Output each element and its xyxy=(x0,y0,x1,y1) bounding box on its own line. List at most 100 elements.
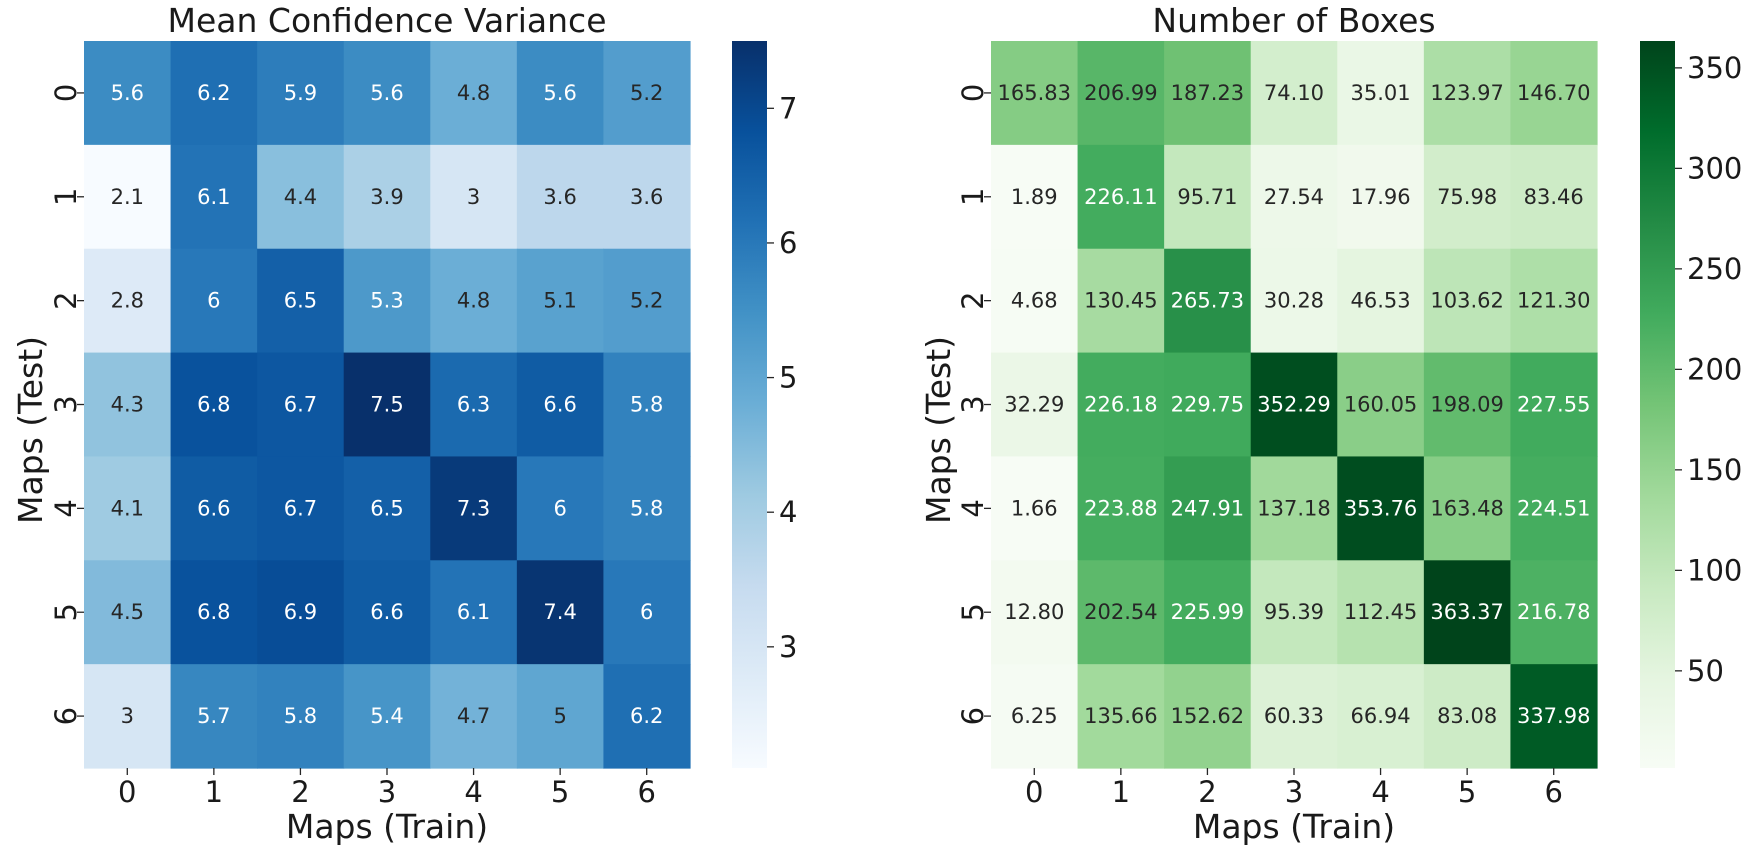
cell-value-label: 227.55 xyxy=(1517,393,1590,417)
cell-value-label: 5.4 xyxy=(370,704,403,728)
y-axis-label: Maps (Test) xyxy=(919,336,958,524)
cell-value-label: 30.28 xyxy=(1264,289,1324,313)
heatmap-cell xyxy=(1164,41,1252,146)
colorbar-tick-label: 250 xyxy=(1687,252,1742,286)
colorbar-tick-label: 3 xyxy=(779,630,797,664)
x-tick-label: 0 xyxy=(1025,775,1043,809)
x-tick-label: 1 xyxy=(205,775,223,809)
cell-value-label: 353.76 xyxy=(1344,496,1417,520)
y-tick-label: 3 xyxy=(956,395,990,413)
heatmap-cell xyxy=(343,144,431,250)
cell-value-label: 95.71 xyxy=(1177,185,1237,209)
cell-value-label: 3 xyxy=(121,704,134,728)
cell-value-label: 6.5 xyxy=(284,289,317,313)
cell-value-label: 5.2 xyxy=(630,81,663,105)
x-tick-label: 2 xyxy=(291,775,309,809)
cell-value-label: 7.4 xyxy=(543,600,576,624)
y-tick-label: 0 xyxy=(49,84,83,102)
heatmap-cell xyxy=(257,560,345,665)
x-axis-label: Maps (Train) xyxy=(286,807,488,846)
heatmap-cell xyxy=(516,248,605,354)
cell-value-label: 5.6 xyxy=(543,81,576,105)
x-tick-label: 3 xyxy=(378,775,396,809)
cell-value-label: 224.51 xyxy=(1517,496,1590,520)
heatmap-cell xyxy=(1337,352,1425,458)
cell-value-label: 187.23 xyxy=(1171,81,1244,105)
colorbar-tick-label: 200 xyxy=(1687,352,1742,386)
cell-value-label: 163.48 xyxy=(1430,496,1503,520)
y-tick-label: 6 xyxy=(49,707,83,725)
heatmap-cell xyxy=(516,560,605,665)
heatmap-cell xyxy=(1250,41,1338,146)
cell-value-label: 223.88 xyxy=(1084,496,1157,520)
cell-value-label: 6.25 xyxy=(1011,704,1058,728)
colorbar-tick-label: 350 xyxy=(1687,51,1742,85)
cell-value-label: 83.46 xyxy=(1524,185,1584,209)
colorbar-tick-label: 4 xyxy=(779,495,797,529)
heatmap-cell xyxy=(1077,352,1165,458)
cell-value-label: 363.37 xyxy=(1430,600,1503,624)
heatmap-cell xyxy=(430,248,518,354)
cell-value-label: 95.39 xyxy=(1264,600,1324,624)
heatmap-cell xyxy=(343,456,431,561)
heatmap-cell xyxy=(343,664,431,769)
heatmap-cell xyxy=(170,664,258,769)
heatmap-cell xyxy=(991,664,1079,769)
cell-value-label: 83.08 xyxy=(1437,704,1497,728)
heatmap-cell xyxy=(1510,352,1598,458)
heatmap-cell xyxy=(84,560,172,665)
cell-value-label: 74.10 xyxy=(1264,81,1324,105)
heatmap-cell xyxy=(1250,456,1338,561)
heatmap-cell xyxy=(1423,560,1512,665)
heatmap-cell-labels: 5.6 6.2 5.9 5.6 4.8 5.6 5.2 2.1 6.1 4.4 3.9 3 3.6 3.6… xyxy=(111,81,664,728)
heatmap-cell xyxy=(1077,664,1165,769)
y-tick-label: 5 xyxy=(956,603,990,621)
y-tick-label: 2 xyxy=(49,291,83,309)
cell-value-label: 32.29 xyxy=(1004,393,1064,417)
y-tick-label: 3 xyxy=(49,395,83,413)
x-axis-ticks: 0 1 2 3 4 5 6 xyxy=(1025,768,1563,809)
y-tick-label: 1 xyxy=(956,188,990,206)
heatmap-cell xyxy=(1164,664,1252,769)
heatmap-cell xyxy=(257,41,345,146)
cell-value-label: 2.8 xyxy=(111,289,144,313)
y-tick-label: 5 xyxy=(49,603,83,621)
y-tick-label: 0 xyxy=(956,84,990,102)
heatmap-cell xyxy=(603,456,691,561)
heatmap-cell xyxy=(516,41,605,146)
cell-value-label: 4.68 xyxy=(1011,289,1058,313)
heatmap-cell xyxy=(991,41,1079,146)
y-tick-label: 2 xyxy=(956,291,990,309)
cell-value-label: 247.91 xyxy=(1171,496,1244,520)
x-tick-label: 1 xyxy=(1112,775,1130,809)
cell-value-label: 46.53 xyxy=(1351,289,1411,313)
cell-value-label: 4.1 xyxy=(111,496,144,520)
heatmap-cell xyxy=(1423,144,1512,250)
cell-value-label: 6.8 xyxy=(197,393,230,417)
heatmap-cell xyxy=(343,41,431,146)
cell-value-label: 123.97 xyxy=(1430,81,1503,105)
heatmap-cell xyxy=(1164,144,1252,250)
heatmap-cell xyxy=(1423,664,1512,769)
cell-value-label: 5.2 xyxy=(630,289,663,313)
colorbar-tick-label: 100 xyxy=(1687,553,1742,587)
heatmap-cell xyxy=(991,352,1079,458)
heatmap-cell xyxy=(516,456,605,561)
heatmap-cell xyxy=(1510,41,1598,146)
x-tick-label: 5 xyxy=(1458,775,1476,809)
heatmap-cell xyxy=(991,144,1079,250)
cell-value-label: 6.9 xyxy=(284,600,317,624)
cell-value-label: 6.2 xyxy=(197,81,230,105)
heatmap-cell xyxy=(1510,248,1598,354)
cell-value-label: 4.7 xyxy=(457,704,490,728)
colorbar-tick-label: 300 xyxy=(1687,151,1742,185)
heatmap-cell xyxy=(84,352,172,458)
cell-value-label: 2.1 xyxy=(111,185,144,209)
y-tick-label: 4 xyxy=(49,499,83,517)
cell-value-label: 35.01 xyxy=(1351,81,1411,105)
heatmap-cell xyxy=(1510,144,1598,250)
heatmap-cell xyxy=(1250,352,1338,458)
cell-value-label: 6.7 xyxy=(284,496,317,520)
heatmap-cell xyxy=(1164,456,1252,561)
